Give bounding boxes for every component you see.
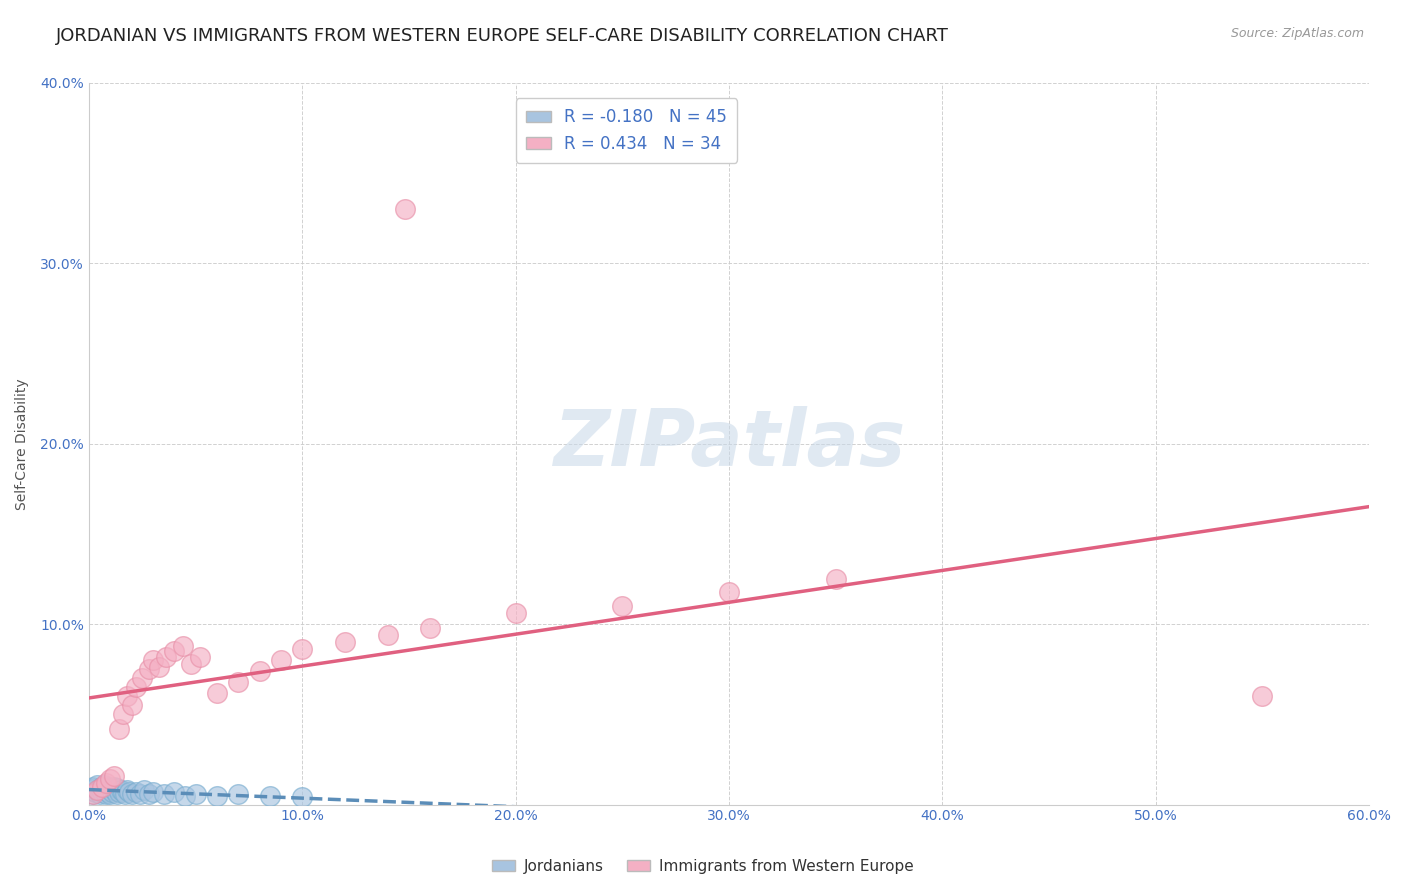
Point — [80, 783, 103, 797]
Point — [377, 628, 399, 642]
Point — [333, 635, 356, 649]
Point — [82, 787, 104, 801]
Point — [89, 787, 111, 801]
Point — [103, 783, 125, 797]
Point — [717, 584, 740, 599]
Point — [419, 621, 441, 635]
Point — [90, 785, 112, 799]
Point — [249, 664, 271, 678]
Point — [226, 787, 249, 801]
Point — [125, 785, 148, 799]
Point — [148, 660, 170, 674]
Point — [155, 649, 177, 664]
Point — [129, 787, 152, 801]
Point — [121, 787, 143, 801]
Point — [824, 572, 846, 586]
Point — [98, 772, 121, 787]
Point — [97, 785, 120, 799]
Point — [103, 780, 125, 794]
Point — [134, 783, 156, 797]
Point — [114, 787, 136, 801]
Point — [94, 776, 117, 790]
Point — [226, 674, 249, 689]
Point — [101, 781, 124, 796]
Point — [142, 785, 165, 799]
Point — [394, 202, 416, 217]
Point — [82, 780, 104, 794]
Point — [138, 662, 160, 676]
Point — [86, 783, 108, 797]
Point — [138, 787, 160, 801]
Point — [117, 783, 139, 797]
Point — [259, 789, 281, 803]
Point — [270, 653, 292, 667]
Point — [90, 780, 112, 794]
Legend: Jordanians, Immigrants from Western Europe: Jordanians, Immigrants from Western Euro… — [486, 853, 920, 880]
Legend: R = -0.180   N = 45, R = 0.434   N = 34: R = -0.180 N = 45, R = 0.434 N = 34 — [516, 98, 737, 163]
Point — [105, 781, 128, 796]
Point — [82, 787, 104, 801]
Point — [117, 690, 139, 704]
Point — [86, 778, 108, 792]
Point — [98, 783, 121, 797]
Point — [142, 653, 165, 667]
Point — [172, 639, 194, 653]
Point — [94, 787, 117, 801]
Point — [105, 787, 128, 801]
Point — [505, 607, 527, 621]
Point — [184, 787, 207, 801]
Point — [110, 783, 132, 797]
Point — [205, 686, 228, 700]
Point — [612, 599, 634, 614]
Point — [118, 785, 141, 799]
Point — [103, 769, 125, 783]
Text: Source: ZipAtlas.com: Source: ZipAtlas.com — [1230, 27, 1364, 40]
Point — [90, 780, 112, 794]
Point — [163, 785, 186, 799]
Point — [291, 790, 314, 805]
Point — [205, 789, 228, 803]
Y-axis label: Self-Care Disability: Self-Care Disability — [15, 378, 30, 509]
Point — [107, 785, 129, 799]
Point — [94, 781, 117, 796]
Point — [84, 785, 107, 799]
Point — [291, 642, 314, 657]
Text: JORDANIAN VS IMMIGRANTS FROM WESTERN EUROPE SELF-CARE DISABILITY CORRELATION CHA: JORDANIAN VS IMMIGRANTS FROM WESTERN EUR… — [56, 27, 949, 45]
Point — [93, 778, 115, 792]
Point — [173, 789, 195, 803]
Point — [89, 781, 111, 796]
Point — [180, 657, 202, 671]
Text: ZIPatlas: ZIPatlas — [553, 406, 905, 482]
Point — [107, 722, 129, 736]
Point — [125, 681, 148, 695]
Point — [111, 785, 134, 799]
Point — [188, 649, 211, 664]
Point — [1251, 690, 1274, 704]
Point — [98, 787, 121, 801]
Point — [101, 785, 124, 799]
Point — [86, 783, 108, 797]
Point — [97, 780, 120, 794]
Point — [93, 783, 115, 797]
Point — [111, 707, 134, 722]
Point — [163, 644, 186, 658]
Point — [84, 781, 107, 796]
Point — [131, 671, 153, 685]
Point — [152, 787, 174, 801]
Point — [121, 698, 143, 713]
